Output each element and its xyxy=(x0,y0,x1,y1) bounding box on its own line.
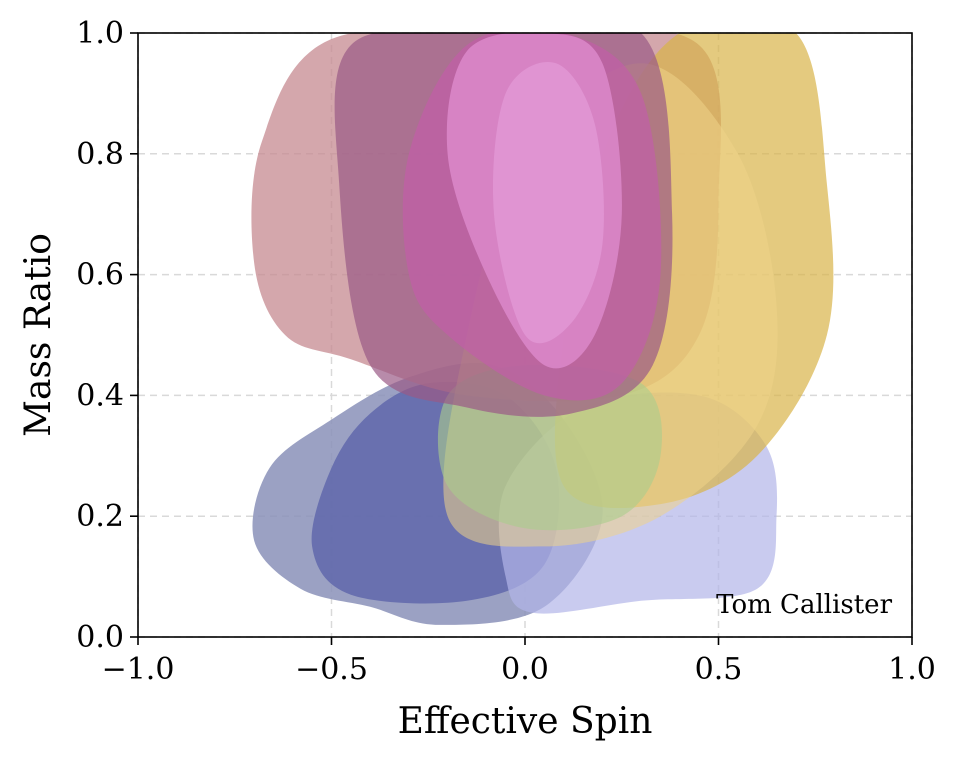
author-annotation: Tom Callister xyxy=(716,590,892,620)
y-tick-label: 0.0 xyxy=(76,620,124,655)
y-tick-label: 0.2 xyxy=(76,499,124,534)
x-tick-label: 1.0 xyxy=(888,652,936,687)
spin-regions xyxy=(251,33,834,625)
y-axis-label: Mass Ratio xyxy=(18,233,59,437)
x-axis-label: Effective Spin xyxy=(398,701,653,742)
y-tick-label: 0.8 xyxy=(76,137,124,172)
y-tick-label: 0.6 xyxy=(76,258,124,293)
x-tick-label: −1.0 xyxy=(102,652,175,687)
y-tick-label: 1.0 xyxy=(76,16,124,51)
spin-region-11 xyxy=(492,61,604,344)
x-tick-label: 0.0 xyxy=(501,652,549,687)
x-tick-label: −0.5 xyxy=(295,652,368,687)
axis-ticks: −1.0 −0.5 0.0 0.5 1.0 0.0 0.2 0.4 0.6 0.8 1.0 xyxy=(76,16,936,687)
y-tick-label: 0.4 xyxy=(76,378,124,413)
x-tick-label: 0.5 xyxy=(695,652,743,687)
